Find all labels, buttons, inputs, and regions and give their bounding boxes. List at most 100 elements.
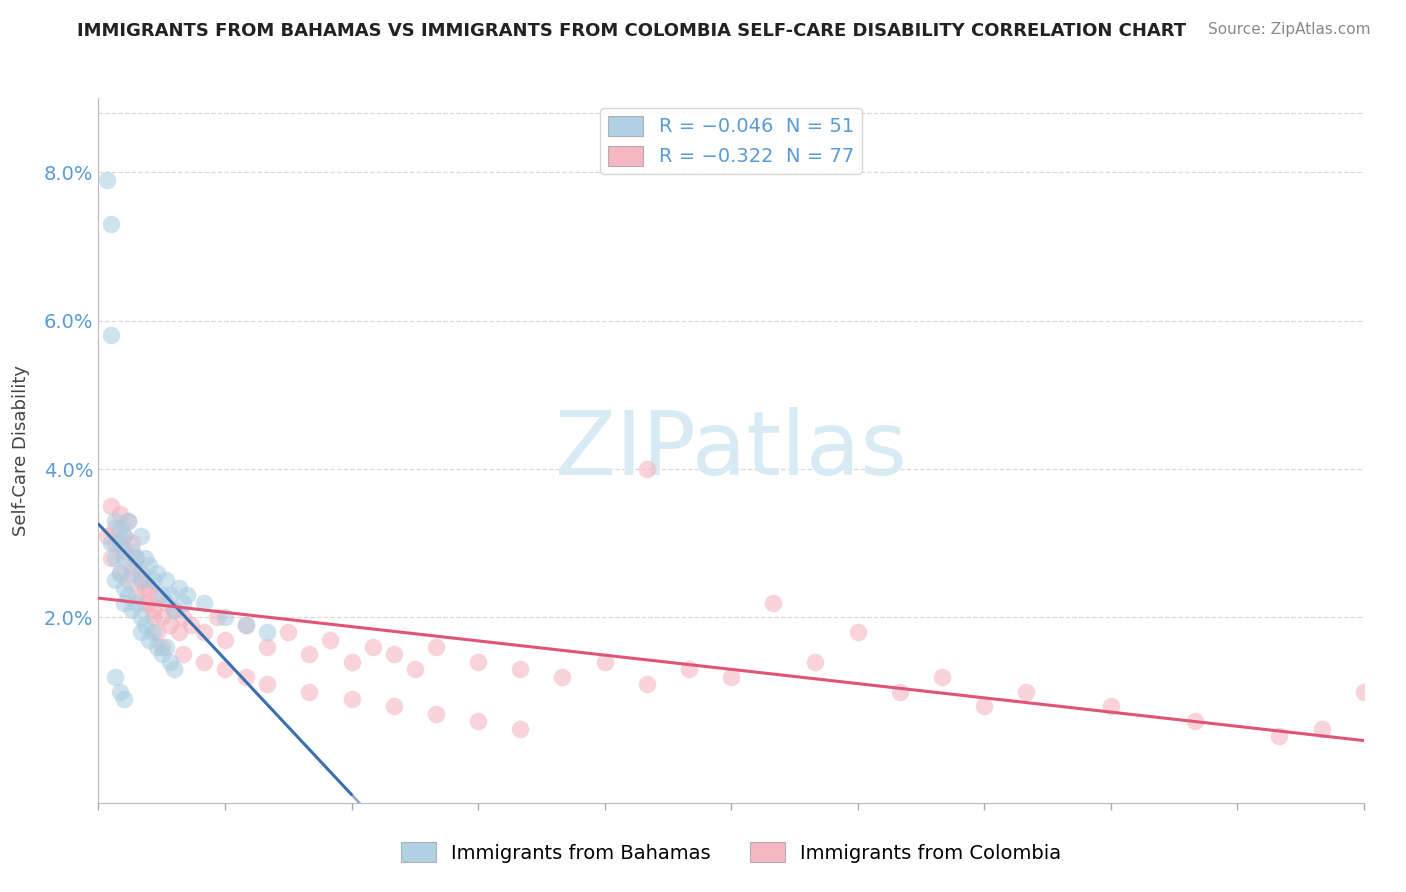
Point	[172, 648, 194, 662]
Point	[150, 640, 173, 654]
Point	[142, 610, 165, 624]
Point	[142, 574, 165, 588]
Point	[96, 529, 118, 543]
Point	[551, 670, 574, 684]
Point	[108, 536, 131, 550]
Point	[150, 588, 173, 602]
Point	[382, 699, 405, 714]
Point	[235, 617, 257, 632]
Point	[425, 706, 447, 721]
Point	[121, 603, 143, 617]
Point	[193, 625, 215, 640]
Point	[256, 625, 278, 640]
Point	[146, 640, 169, 654]
Point	[1015, 684, 1038, 698]
Point	[108, 507, 131, 521]
Point	[382, 648, 405, 662]
Point	[117, 514, 139, 528]
Point	[134, 617, 156, 632]
Point	[104, 551, 127, 566]
Point	[931, 670, 953, 684]
Point	[425, 640, 447, 654]
Y-axis label: Self-Care Disability: Self-Care Disability	[13, 365, 30, 536]
Text: Source: ZipAtlas.com: Source: ZipAtlas.com	[1208, 22, 1371, 37]
Point	[159, 588, 181, 602]
Point	[129, 625, 152, 640]
Point	[100, 536, 122, 550]
Point	[1099, 699, 1122, 714]
Point	[125, 588, 148, 602]
Point	[117, 574, 139, 588]
Point	[104, 521, 127, 535]
Point	[125, 551, 148, 566]
Point	[214, 610, 236, 624]
Point	[889, 684, 911, 698]
Point	[155, 595, 177, 609]
Point	[100, 499, 122, 513]
Point	[804, 655, 827, 669]
Point	[235, 617, 257, 632]
Point	[678, 662, 700, 676]
Point	[129, 610, 152, 624]
Point	[117, 588, 139, 602]
Point	[404, 662, 426, 676]
Point	[150, 610, 173, 624]
Point	[155, 640, 177, 654]
Point	[112, 581, 135, 595]
Point	[112, 543, 135, 558]
Point	[138, 558, 160, 573]
Point	[146, 588, 169, 602]
Point	[172, 595, 194, 609]
Point	[125, 595, 148, 609]
Point	[159, 617, 181, 632]
Point	[593, 655, 616, 669]
Point	[467, 655, 489, 669]
Point	[340, 692, 363, 706]
Point	[340, 655, 363, 669]
Text: IMMIGRANTS FROM BAHAMAS VS IMMIGRANTS FROM COLOMBIA SELF-CARE DISABILITY CORRELA: IMMIGRANTS FROM BAHAMAS VS IMMIGRANTS FR…	[77, 22, 1187, 40]
Point	[509, 722, 531, 736]
Point	[193, 655, 215, 669]
Point	[104, 514, 127, 528]
Point	[125, 551, 148, 566]
Point	[104, 670, 127, 684]
Point	[108, 566, 131, 580]
Point	[96, 172, 118, 186]
Point	[1310, 722, 1333, 736]
Point	[167, 581, 190, 595]
Point	[121, 558, 143, 573]
Point	[163, 603, 186, 617]
Point	[108, 521, 131, 535]
Point	[298, 684, 321, 698]
Point	[100, 551, 122, 566]
Legend: Immigrants from Bahamas, Immigrants from Colombia: Immigrants from Bahamas, Immigrants from…	[392, 835, 1070, 871]
Point	[205, 610, 228, 624]
Point	[129, 574, 152, 588]
Text: ZIPatlas: ZIPatlas	[555, 407, 907, 494]
Point	[129, 574, 152, 588]
Point	[121, 566, 143, 580]
Point	[159, 655, 181, 669]
Point	[636, 462, 658, 476]
Point	[167, 625, 190, 640]
Point	[129, 529, 152, 543]
Point	[172, 610, 194, 624]
Point	[134, 551, 156, 566]
Point	[121, 543, 143, 558]
Point	[1184, 714, 1206, 729]
Point	[112, 529, 135, 543]
Point	[176, 588, 198, 602]
Point	[134, 595, 156, 609]
Point	[256, 677, 278, 691]
Point	[121, 536, 143, 550]
Point	[117, 514, 139, 528]
Point	[100, 328, 122, 343]
Point	[214, 662, 236, 676]
Point	[155, 574, 177, 588]
Point	[112, 529, 135, 543]
Point	[720, 670, 742, 684]
Point	[108, 566, 131, 580]
Point	[142, 625, 165, 640]
Point	[104, 574, 127, 588]
Point	[256, 640, 278, 654]
